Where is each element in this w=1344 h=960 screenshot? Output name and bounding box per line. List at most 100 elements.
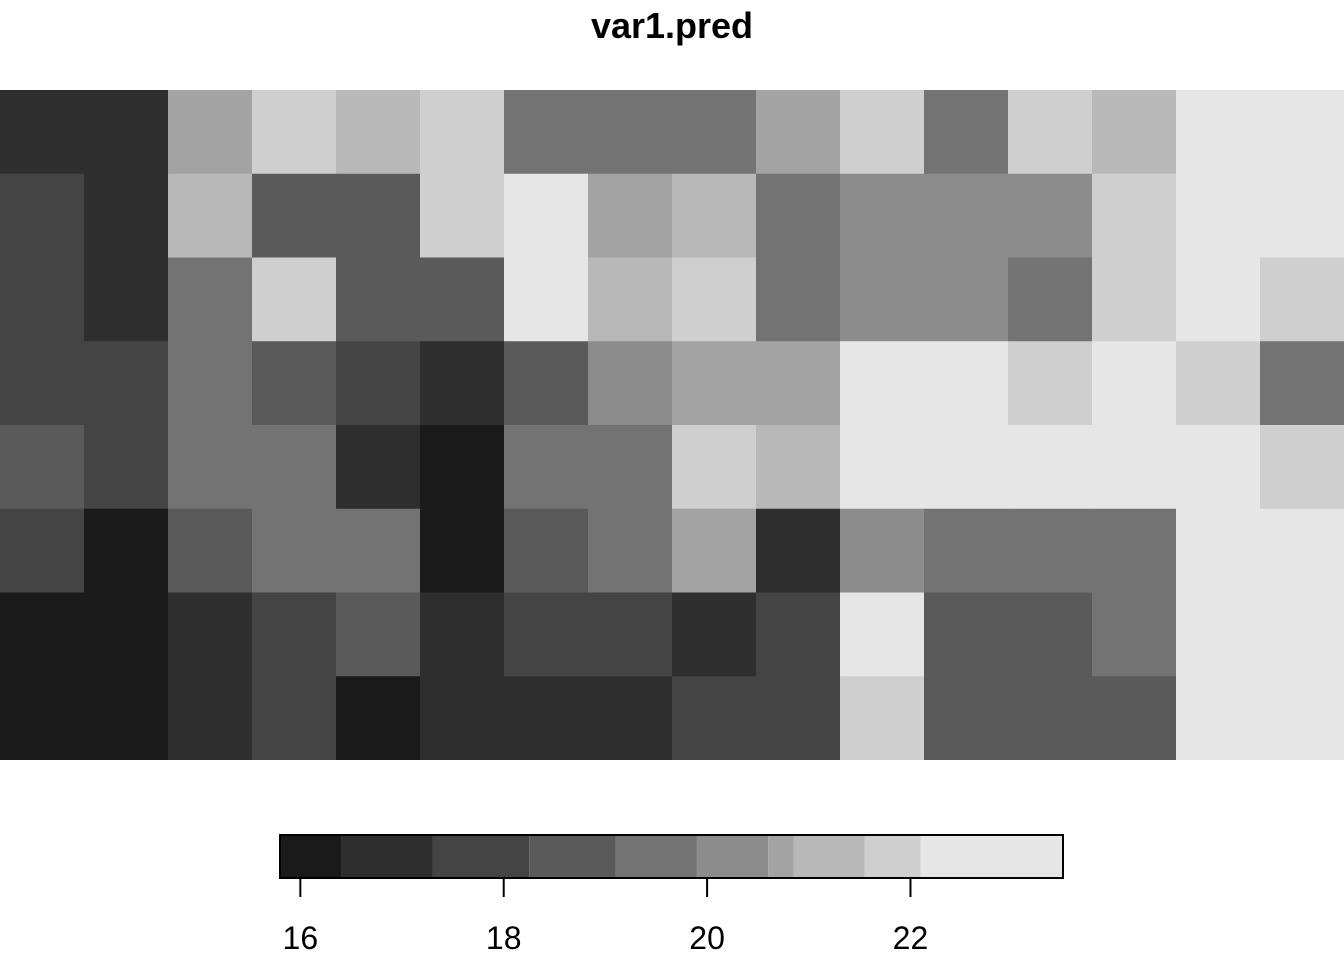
- raster-cell: [420, 676, 505, 760]
- raster-cell: [168, 508, 253, 594]
- raster-cell: [336, 90, 421, 175]
- raster-cell: [924, 173, 1009, 259]
- legend-swatch: [432, 835, 530, 878]
- raster-cell: [924, 425, 1009, 510]
- raster-cell: [924, 592, 1009, 677]
- raster-cell: [1092, 592, 1177, 677]
- raster-cell: [168, 425, 253, 510]
- raster-cell: [168, 676, 253, 760]
- raster-cell: [168, 257, 253, 342]
- raster-cell: [0, 508, 85, 594]
- raster-cell: [840, 508, 925, 594]
- raster-cell: [588, 592, 673, 677]
- raster-cell: [1176, 341, 1261, 426]
- raster-cell: [1176, 425, 1261, 510]
- raster-cell: [1176, 173, 1261, 259]
- raster-cell: [756, 90, 841, 175]
- color-legend: 16 18 20 22: [279, 834, 1064, 956]
- raster-cell: [252, 592, 337, 677]
- raster-cell: [1260, 257, 1344, 342]
- legend-swatch: [615, 835, 697, 878]
- raster-cell: [1008, 592, 1093, 677]
- raster-cell: [168, 173, 253, 259]
- legend-tick-label: 16: [283, 920, 319, 956]
- raster-cell: [420, 90, 505, 175]
- raster-cell: [840, 341, 925, 426]
- raster-cell: [84, 508, 169, 594]
- legend-swatch: [529, 835, 616, 878]
- legend-ticks: 16 18 20 22: [283, 878, 928, 956]
- raster-cell: [420, 592, 505, 677]
- raster-cell: [756, 592, 841, 677]
- raster-cells: [0, 90, 1344, 760]
- raster-cell: [1008, 676, 1093, 760]
- raster-cell: [252, 257, 337, 342]
- raster-cell: [168, 90, 253, 175]
- raster-cell: [504, 341, 589, 426]
- raster-cell: [1092, 173, 1177, 259]
- raster-cell: [0, 592, 85, 677]
- raster-cell: [0, 257, 85, 342]
- raster-cell: [84, 425, 169, 510]
- raster-cell: [1008, 508, 1093, 594]
- raster-cell: [756, 341, 841, 426]
- raster-cell: [672, 676, 757, 760]
- raster-cell: [840, 592, 925, 677]
- legend-tick-label: 18: [486, 920, 522, 956]
- raster-cell: [336, 508, 421, 594]
- raster-cell: [588, 676, 673, 760]
- raster-cell: [1260, 425, 1344, 510]
- raster-cell: [0, 173, 85, 259]
- raster-cell: [1260, 173, 1344, 259]
- legend-swatch: [768, 835, 794, 878]
- raster-cell: [1176, 592, 1261, 677]
- raster-cell: [420, 257, 505, 342]
- raster-cell: [84, 173, 169, 259]
- raster-cell: [1092, 90, 1177, 175]
- raster-cell: [252, 341, 337, 426]
- raster-cell: [420, 173, 505, 259]
- raster-cell: [588, 90, 673, 175]
- raster-cell: [672, 90, 757, 175]
- raster-cell: [672, 341, 757, 426]
- raster-cell: [1176, 90, 1261, 175]
- raster-cell: [924, 257, 1009, 342]
- raster-cell: [336, 173, 421, 259]
- raster-cell: [924, 676, 1009, 760]
- raster-cell: [840, 676, 925, 760]
- raster-cell: [588, 341, 673, 426]
- raster-cell: [588, 425, 673, 510]
- prediction-raster: [0, 90, 1344, 760]
- raster-cell: [252, 508, 337, 594]
- raster-cell: [84, 592, 169, 677]
- raster-cell: [84, 257, 169, 342]
- raster-cell: [252, 676, 337, 760]
- raster-cell: [1260, 508, 1344, 594]
- raster-cell: [420, 341, 505, 426]
- raster-cell: [1008, 425, 1093, 510]
- legend-tick-label: 20: [689, 920, 725, 956]
- raster-cell: [1092, 425, 1177, 510]
- raster-cell: [756, 676, 841, 760]
- raster-cell: [0, 90, 85, 175]
- raster-cell: [336, 425, 421, 510]
- raster-cell: [1008, 341, 1093, 426]
- raster-cell: [336, 341, 421, 426]
- raster-cell: [1176, 508, 1261, 594]
- chart-title: var1.pred: [590, 5, 754, 46]
- raster-cell: [840, 173, 925, 259]
- raster-cell: [1008, 257, 1093, 342]
- raster-cell: [1176, 257, 1261, 342]
- raster-cell: [252, 173, 337, 259]
- raster-cell: [420, 425, 505, 510]
- raster-cell: [1260, 676, 1344, 760]
- legend-swatch: [280, 835, 342, 878]
- raster-cell: [1092, 341, 1177, 426]
- legend-swatch: [920, 835, 1063, 878]
- legend-swatch: [864, 835, 921, 878]
- raster-cell: [252, 90, 337, 175]
- raster-cell: [504, 257, 589, 342]
- raster-cell: [168, 592, 253, 677]
- raster-cell: [672, 173, 757, 259]
- raster-cell: [420, 508, 505, 594]
